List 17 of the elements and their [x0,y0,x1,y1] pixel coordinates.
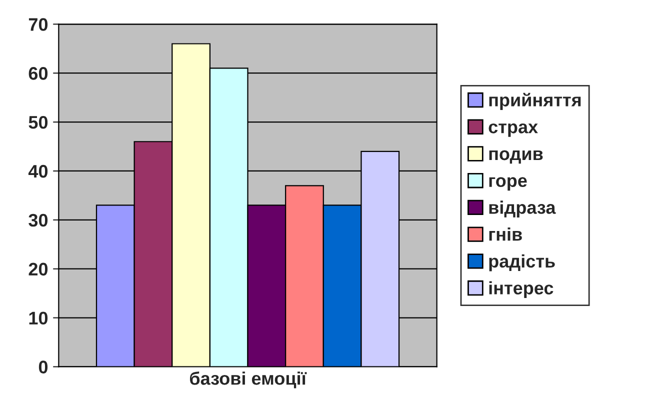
legend-label: гнів [489,228,522,241]
y-tick-label: 20 [28,262,48,276]
y-tick-label: 50 [28,116,48,129]
y-tick-label: 60 [28,67,48,80]
y-tick-label: 0 [38,360,48,374]
legend-label: прийняття [489,92,581,110]
legend-label: страх [488,123,538,137]
legend-label: подив [489,150,543,164]
x-tick-label: базові емоції [190,371,307,388]
legend-label: відраза [489,200,556,218]
y-tick-label: 30 [28,214,48,227]
y-tick-label: 10 [29,312,48,325]
legend-label: радість [489,254,555,272]
y-tick-label: 40 [28,164,48,178]
y-tick-label: 70 [28,18,48,31]
legend-label: горе [489,177,527,191]
legend-label: інтерес [489,281,554,298]
